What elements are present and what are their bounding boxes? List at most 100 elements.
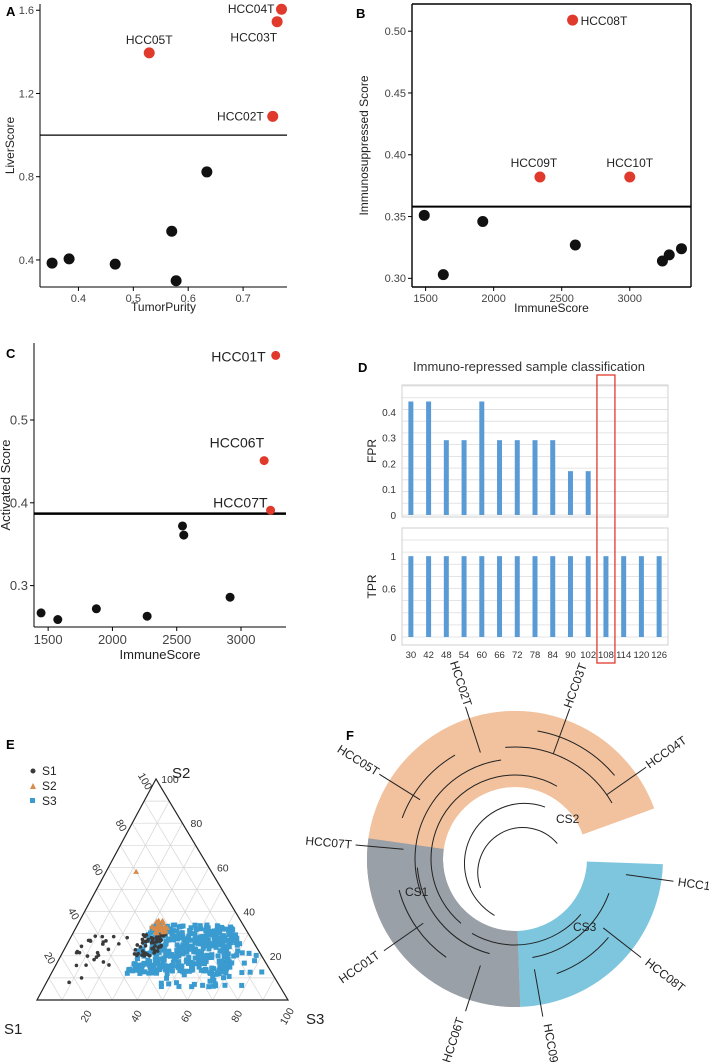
cluster-label: CS2 — [556, 812, 580, 826]
data-point-s3 — [174, 947, 180, 953]
data-point-s3 — [180, 942, 186, 948]
data-point-s3 — [229, 960, 235, 966]
y-tick-label: 1.6 — [19, 5, 34, 17]
legend-marker-s2 — [30, 783, 36, 789]
data-point-s3 — [188, 925, 194, 931]
data-point-s3 — [174, 934, 180, 940]
data-point-s3 — [149, 965, 155, 971]
tick-label-s2: 80 — [113, 818, 129, 834]
data-point-s3 — [225, 951, 231, 957]
bar — [461, 556, 467, 637]
data-point-s3 — [239, 950, 245, 956]
data-point-s3 — [224, 944, 230, 950]
tick-label-s3: 40 — [129, 1008, 145, 1024]
x-tick-label: 3000 — [618, 293, 642, 305]
data-point-s3 — [157, 956, 163, 962]
data-point-s3 — [169, 952, 175, 958]
data-point-s3 — [124, 970, 130, 976]
y-tick-label: 0.1 — [382, 485, 396, 496]
axis-label-s3: S3 — [306, 1011, 324, 1028]
x-tick-label: 54 — [459, 650, 470, 661]
data-point-s1 — [149, 940, 154, 945]
leaf-line — [602, 927, 642, 958]
gridline — [72, 933, 113, 1001]
y-tick-label: 0.5 — [10, 413, 28, 428]
highlighted-point — [267, 110, 279, 122]
y-tick-label: 0.45 — [385, 88, 406, 100]
bar — [443, 440, 449, 515]
data-point-s3 — [189, 984, 195, 990]
data-point-s3 — [201, 961, 207, 967]
data-point-s2 — [151, 925, 158, 931]
y-tick-label: 1.2 — [19, 88, 34, 100]
dendrogram-branch — [414, 759, 502, 894]
data-point-s3 — [204, 931, 210, 937]
x-axis-label: ImmuneScore — [120, 647, 201, 662]
legend-label: S2 — [42, 779, 57, 793]
tick-label-s1: 20 — [270, 951, 282, 963]
bar — [514, 440, 520, 515]
x-tick-label: 108 — [598, 650, 614, 661]
panel-c: C 1500 2000 2500 3000 0.3 0.4 0.5 ImmuneScore Ac… — [0, 343, 286, 662]
data-point-s3 — [186, 968, 192, 974]
data-point-s3 — [206, 946, 212, 952]
gridline — [61, 800, 170, 1001]
data-point-s3 — [217, 930, 223, 936]
data-point-s3 — [182, 944, 188, 950]
data-point-s3 — [212, 940, 218, 946]
data-point-s3 — [215, 953, 221, 959]
leaf-label: HCC06T — [439, 1015, 467, 1062]
data-point-s3 — [225, 926, 231, 932]
data-point-s3 — [196, 954, 202, 960]
y-tick-label: 0.6 — [382, 585, 396, 596]
x-tick-label: 1500 — [413, 293, 437, 305]
data-point-s3 — [192, 931, 198, 937]
data-point-s3 — [184, 949, 190, 955]
data-point-s3 — [219, 969, 225, 975]
point-label: HCC09T — [511, 156, 558, 170]
tick-label-s3: 100 — [278, 1006, 297, 1027]
data-point-s3 — [206, 954, 212, 960]
data-point-s1 — [133, 948, 138, 952]
data-point-s3 — [213, 971, 219, 977]
panel-b: B 1500 2000 2500 3000 0.30 0.35 0.40 0.45 0.50 Im… — [356, 3, 692, 315]
data-point-s3 — [239, 982, 245, 988]
bar — [550, 556, 556, 637]
data-point — [675, 243, 687, 255]
panel-d: D Immuno-repressed sample classification… — [358, 359, 669, 664]
data-point-s1 — [143, 951, 148, 956]
legend-label: S3 — [42, 794, 57, 808]
data-point-s2 — [153, 929, 160, 935]
y-tick-label: 1 — [390, 552, 396, 563]
highlight-box — [596, 374, 616, 664]
x-tick-label: 0.7 — [235, 293, 250, 305]
data-point — [53, 615, 63, 625]
x-tick-label: 0.5 — [126, 293, 141, 305]
data-point-s3 — [222, 982, 228, 988]
data-point-s3 — [209, 941, 215, 947]
axis-label-s2: S2 — [172, 765, 190, 782]
bar — [479, 556, 485, 637]
bar — [426, 556, 432, 637]
data-point-s3 — [165, 927, 171, 933]
data-point-s3 — [170, 936, 176, 942]
data-point — [663, 249, 675, 261]
data-point-s3 — [164, 975, 170, 981]
data-point — [166, 225, 178, 237]
data-point-s1 — [136, 951, 140, 956]
dendrogram-branch — [463, 802, 546, 916]
y-tick-label: 0.4 — [10, 495, 28, 510]
x-tick-label: 2000 — [481, 293, 505, 305]
point-label: HCC03T — [230, 31, 277, 45]
data-point-s1 — [75, 949, 80, 954]
data-point-s2 — [155, 917, 162, 923]
x-tick-label: 3000 — [227, 632, 256, 647]
leaf-line — [533, 969, 544, 1017]
data-point-s3 — [197, 923, 203, 929]
data-point-s1 — [153, 948, 157, 953]
triangle-frame — [35, 777, 290, 1001]
gridline — [84, 911, 138, 1001]
point-label: HCC05T — [126, 33, 173, 47]
data-point-s3 — [191, 946, 197, 952]
data-point-s3 — [187, 960, 193, 966]
